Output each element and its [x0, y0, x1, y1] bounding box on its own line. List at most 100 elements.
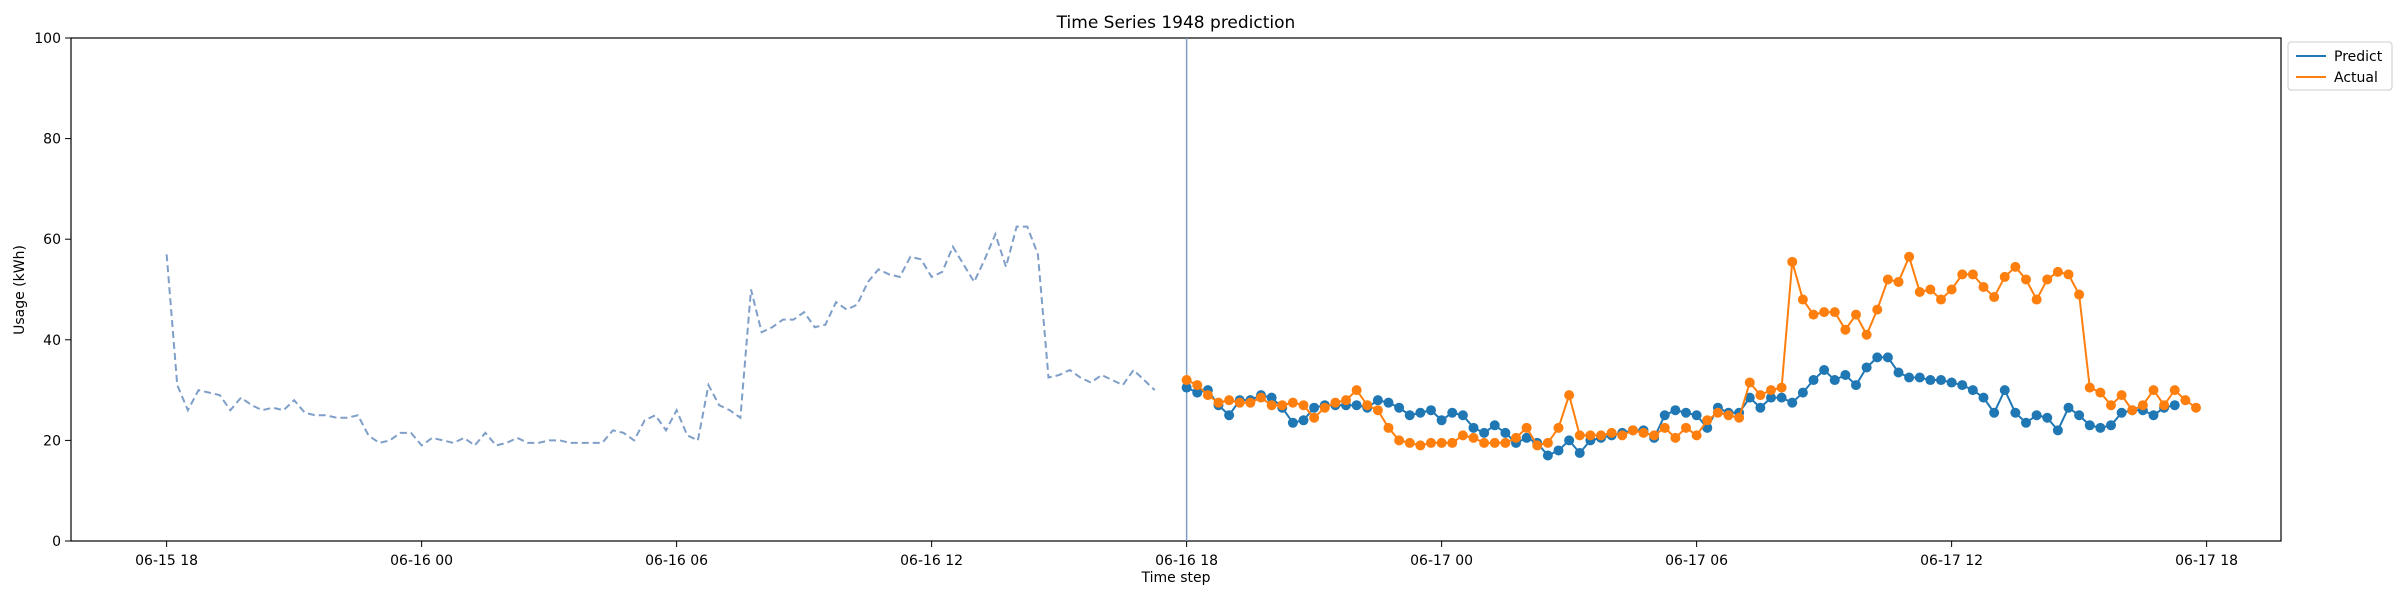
predict-point: [2148, 410, 2159, 421]
actual-point: [1256, 392, 1266, 403]
actual-point: [2137, 400, 2148, 411]
actual-point: [1638, 427, 1649, 438]
predict-point: [2010, 407, 2021, 418]
predict-point: [1404, 410, 1415, 421]
actual-point: [1468, 432, 1479, 443]
actual-point: [1882, 274, 1893, 285]
predict-point: [1192, 387, 1203, 398]
predict-point: [2084, 420, 2095, 431]
actual-point: [1914, 287, 1925, 298]
actual-point: [1585, 430, 1596, 441]
y-tick-label: 100: [34, 31, 61, 47]
predict-point: [1383, 397, 1394, 408]
predict-point: [1819, 364, 1830, 375]
actual-point: [1202, 390, 1213, 401]
predict-point: [1553, 445, 1564, 456]
actual-point: [1426, 437, 1436, 448]
predict-point: [2106, 420, 2116, 431]
actual-point: [1372, 405, 1383, 416]
actual-point: [1829, 307, 1840, 318]
predict-point: [1840, 370, 1851, 381]
actual-point: [1521, 422, 1532, 433]
actual-point: [1766, 385, 1776, 396]
predict-point: [1436, 415, 1447, 426]
actual-point: [1553, 422, 1564, 433]
predict-point: [1298, 415, 1309, 426]
predict-point: [1394, 402, 1405, 413]
x-tick-label: 06-17 12: [1920, 553, 1983, 569]
predict-point: [1659, 410, 1670, 421]
actual-point: [1457, 430, 1468, 441]
y-tick-label: 80: [43, 132, 61, 148]
predict-point: [1372, 395, 1383, 406]
actual-point: [1691, 430, 1702, 441]
predict-point: [2021, 417, 2031, 428]
predict-point: [1681, 407, 1691, 418]
x-tick-label: 06-17 06: [1665, 553, 1728, 569]
actual-point: [1245, 397, 1256, 408]
predict-point: [1936, 375, 1946, 386]
actual-point: [2031, 294, 2042, 305]
predict-point: [2063, 402, 2074, 413]
actual-point: [2106, 400, 2116, 411]
actual-point: [1266, 400, 1277, 411]
actual-point: [2180, 395, 2191, 406]
x-tick-label: 06-17 18: [2175, 553, 2238, 569]
predict-point: [1479, 427, 1490, 438]
actual-point: [1787, 256, 1798, 267]
actual-point: [1893, 276, 1904, 287]
actual-point: [1362, 400, 1373, 411]
actual-point: [2116, 390, 2127, 401]
actual-point: [1702, 415, 1713, 426]
actual-point: [2010, 261, 2021, 272]
actual-point: [1819, 307, 1830, 318]
actual-point: [1670, 432, 1681, 443]
actual-point: [1383, 422, 1394, 433]
actual-point: [1330, 397, 1341, 408]
actual-point: [1808, 309, 1819, 320]
actual-point: [2127, 405, 2138, 416]
actual-point: [1967, 269, 1978, 280]
actual-point: [1999, 271, 2010, 282]
predict-point: [1266, 392, 1277, 403]
x-tick-label: 06-16 18: [1155, 553, 1218, 569]
predict-point: [1468, 422, 1479, 433]
predict-point: [1564, 435, 1575, 446]
actual-point: [2021, 274, 2031, 285]
predict-point: [1851, 380, 1861, 391]
predict-point: [1426, 405, 1436, 416]
predict-point: [1893, 367, 1904, 378]
predict-point: [1861, 362, 1872, 373]
actual-point: [2191, 402, 2201, 413]
predict-point: [1574, 447, 1585, 458]
actual-point: [2042, 274, 2053, 285]
actual-point: [1532, 440, 1543, 451]
predict-point: [1914, 372, 1925, 383]
actual-point: [1744, 377, 1755, 388]
predict-point: [1542, 450, 1553, 461]
actual-point: [1192, 380, 1203, 391]
predict-point: [1872, 352, 1883, 363]
legend-predict-label: Predict: [2334, 49, 2383, 65]
predict-point: [1904, 372, 1915, 383]
y-axis-title: Usage (kWh): [12, 245, 28, 335]
actual-point: [1617, 430, 1628, 441]
actual-point: [2074, 289, 2085, 300]
actual-point: [1649, 430, 1660, 441]
x-axis: 06-15 18 06-16 00 06-16 06 06-16 12 06-16 18…: [135, 541, 2238, 569]
predict-point: [1351, 400, 1362, 411]
actual-point: [2095, 387, 2106, 398]
x-tick-label: 06-15 18: [135, 553, 198, 569]
actual-point: [1287, 397, 1298, 408]
actual-point: [1489, 437, 1500, 448]
series-layer: [165, 38, 2201, 541]
actual-point: [1574, 430, 1585, 441]
actual-point: [2169, 385, 2180, 396]
actual-point: [1564, 390, 1575, 401]
actual-point: [1436, 437, 1447, 448]
predict-point: [2074, 410, 2085, 421]
actual-point: [1596, 430, 1606, 441]
actual-point: [1872, 304, 1883, 315]
actual-point: [1957, 269, 1968, 280]
